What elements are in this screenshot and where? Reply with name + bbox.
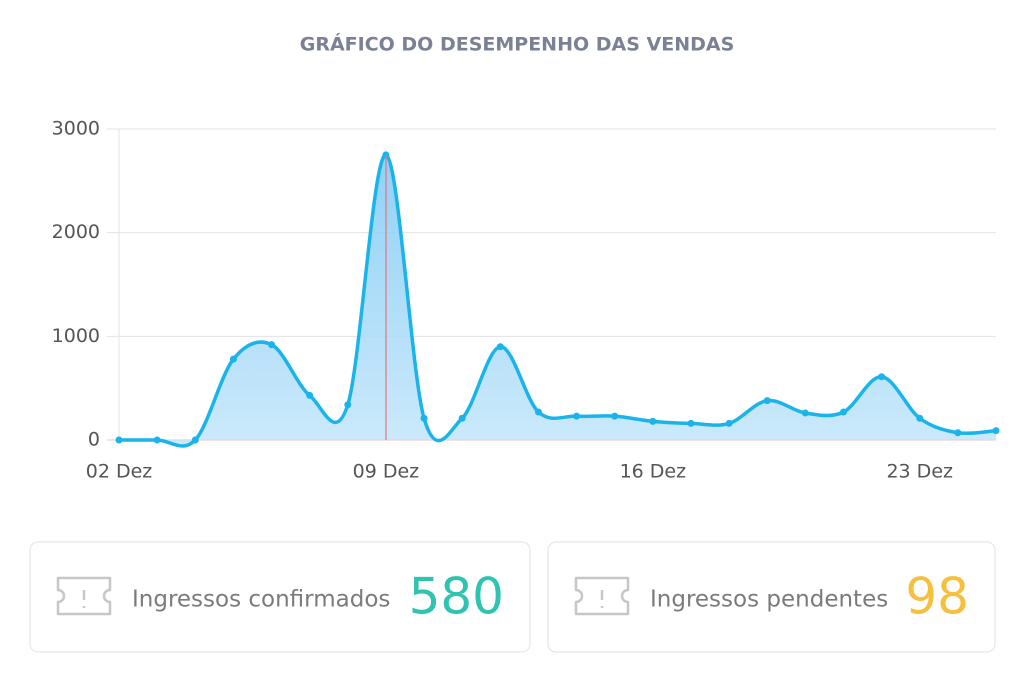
x-tick-label: 16 Dez <box>620 461 687 483</box>
point <box>878 373 886 381</box>
point <box>649 417 657 425</box>
point <box>382 151 390 159</box>
x-tick-label: 02 Dez <box>86 461 153 483</box>
point <box>268 341 276 349</box>
point <box>611 412 619 420</box>
y-tick-label: 1000 <box>52 325 100 347</box>
point <box>306 391 314 399</box>
card <box>29 541 531 653</box>
y-tick-label: 3000 <box>52 118 100 140</box>
point <box>801 409 809 417</box>
x-tick-label: 09 Dez <box>353 461 420 483</box>
area <box>119 154 996 446</box>
cards: Ingressos confirmados 580 Ingressos penden… <box>29 541 996 653</box>
x-tick-label: 23 Dez <box>886 461 953 483</box>
card <box>547 541 996 653</box>
point <box>458 414 466 422</box>
card-value: 98 <box>905 568 969 626</box>
chart-title: GRÁFICO DO DESEMPENHO DAS VENDAS <box>300 33 735 56</box>
point <box>725 419 733 427</box>
point <box>839 408 847 416</box>
point <box>496 343 504 351</box>
point <box>191 436 199 444</box>
point <box>420 414 428 422</box>
point <box>534 408 542 416</box>
ticket-icon <box>574 576 630 616</box>
point <box>687 419 695 427</box>
point <box>115 436 123 444</box>
point <box>229 355 237 363</box>
point <box>344 401 352 409</box>
card-value: 580 <box>409 568 504 626</box>
point <box>916 414 924 422</box>
point <box>954 429 962 437</box>
chart: 0 1000 2000 3000 02 Dez 09 Dez 16 Dez 23 Dez <box>52 118 1000 483</box>
y-tick-label: 2000 <box>52 221 100 243</box>
point <box>573 412 581 420</box>
ticket-icon <box>56 576 112 616</box>
point <box>763 397 771 405</box>
point <box>153 436 161 444</box>
y-tick-label: 0 <box>88 429 100 451</box>
card-label: Ingressos pendentes <box>650 587 888 613</box>
card-label: Ingressos confirmados <box>132 587 390 613</box>
point <box>992 427 1000 435</box>
